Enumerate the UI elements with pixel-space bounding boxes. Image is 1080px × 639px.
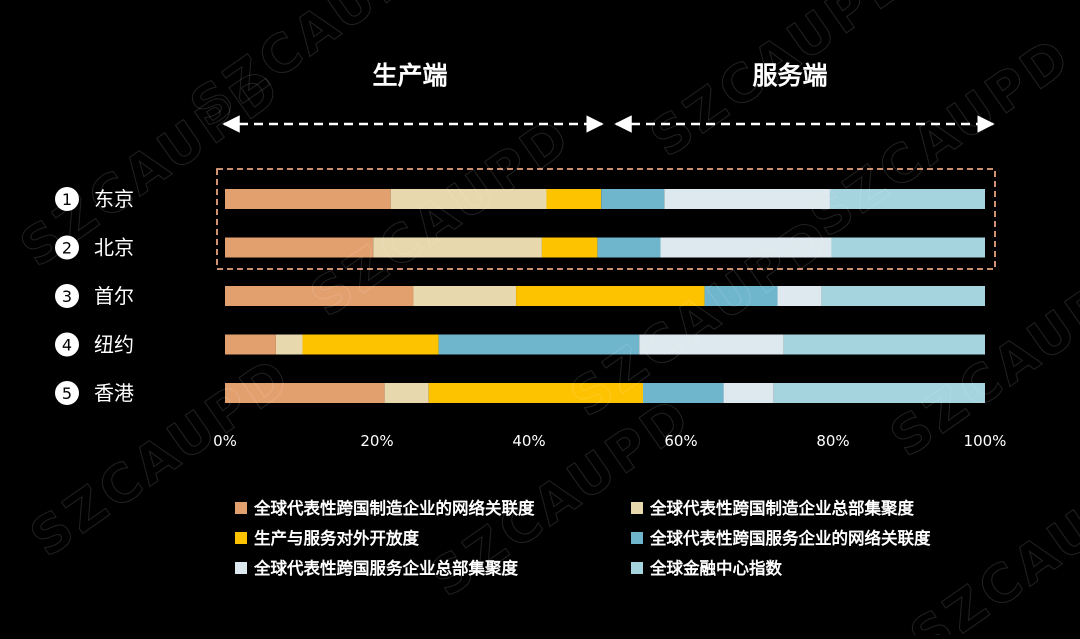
- category-label: 纽约: [94, 333, 134, 357]
- category-number-badge: [55, 284, 79, 308]
- category-number: 2: [62, 239, 72, 258]
- bar-segment: [390, 189, 547, 209]
- bar-segment: [541, 237, 598, 258]
- bar-segment: [225, 286, 414, 306]
- bar-segment: [831, 237, 985, 258]
- legend-label: 全球代表性跨国服务企业总部集聚度: [253, 558, 519, 578]
- bar-segment: [601, 189, 665, 209]
- bars-layer: [225, 189, 985, 403]
- bar-segment: [664, 189, 830, 209]
- category-number-badge: [55, 235, 79, 260]
- legend-swatch: [631, 502, 643, 514]
- category-number: 3: [62, 287, 72, 306]
- bar-segment: [516, 286, 705, 306]
- legend-swatch: [235, 532, 247, 544]
- category-number: 1: [62, 190, 72, 209]
- category-label: 北京: [94, 236, 134, 260]
- legend: 全球代表性跨国制造企业的网络关联度 全球代表性跨国制造企业总部集聚度生产与服务对外…: [235, 498, 931, 578]
- legend-label: 生产与服务对外开放度: [254, 528, 420, 548]
- bar-segment: [829, 189, 985, 209]
- x-tick-label: 60%: [664, 432, 697, 450]
- legend-label: 全球代表性跨国服务企业的网络关联度: [649, 528, 931, 548]
- bar-segment: [225, 237, 374, 258]
- category-number: 5: [62, 384, 72, 403]
- bar-segment: [639, 334, 784, 355]
- bar-segment: [225, 334, 276, 355]
- highlight-box: [216, 168, 996, 270]
- service-side-label: 服务端: [752, 61, 827, 90]
- x-tick-label: 0%: [213, 432, 237, 450]
- bar-segment: [225, 189, 391, 209]
- x-axis-ticks: 0% 20% 40% 60% 80% 100%: [213, 432, 1006, 450]
- category-number-badge: [55, 187, 79, 211]
- category-number-badge: [55, 381, 79, 405]
- category-number-badge: [55, 332, 79, 357]
- bar-segment: [723, 383, 774, 403]
- bar-segment: [821, 286, 985, 306]
- legend-label: 全球金融中心指数: [649, 558, 783, 578]
- bar-segment: [413, 286, 517, 306]
- legend-swatch: [235, 562, 247, 574]
- bar-segment: [546, 189, 602, 209]
- bar-segment: [428, 383, 643, 403]
- category-number: 4: [62, 336, 72, 355]
- bar-segment: [643, 383, 724, 403]
- legend-label: 全球代表性跨国制造企业的网络关联度: [253, 498, 535, 518]
- bar-segment: [302, 334, 439, 355]
- legend-label: 全球代表性跨国制造企业总部集聚度: [649, 498, 915, 518]
- category-label: 东京: [94, 187, 134, 211]
- bar-segment: [225, 383, 385, 403]
- category-labels: 1 东京 2 北京 3 首尔 4 纽约 5 香港: [55, 187, 134, 405]
- bar-segment: [660, 237, 832, 258]
- legend-swatch: [631, 562, 643, 574]
- category-label: 香港: [94, 381, 134, 405]
- production-side-label: 生产端: [372, 61, 447, 90]
- bar-segment: [777, 286, 822, 306]
- bar-segment: [597, 237, 661, 258]
- bar-segment: [773, 383, 985, 403]
- x-tick-label: 40%: [512, 432, 545, 450]
- bar-segment: [438, 334, 640, 355]
- bar-segment: [384, 383, 429, 403]
- bar-segment: [704, 286, 778, 306]
- x-tick-label: 100%: [964, 432, 1007, 450]
- legend-swatch: [631, 532, 643, 544]
- x-tick-label: 20%: [360, 432, 393, 450]
- bar-segment: [783, 334, 985, 355]
- x-tick-label: 80%: [816, 432, 849, 450]
- bar-segment: [373, 237, 542, 258]
- bar-segment: [275, 334, 303, 355]
- category-label: 首尔: [94, 284, 134, 308]
- legend-swatch: [235, 502, 247, 514]
